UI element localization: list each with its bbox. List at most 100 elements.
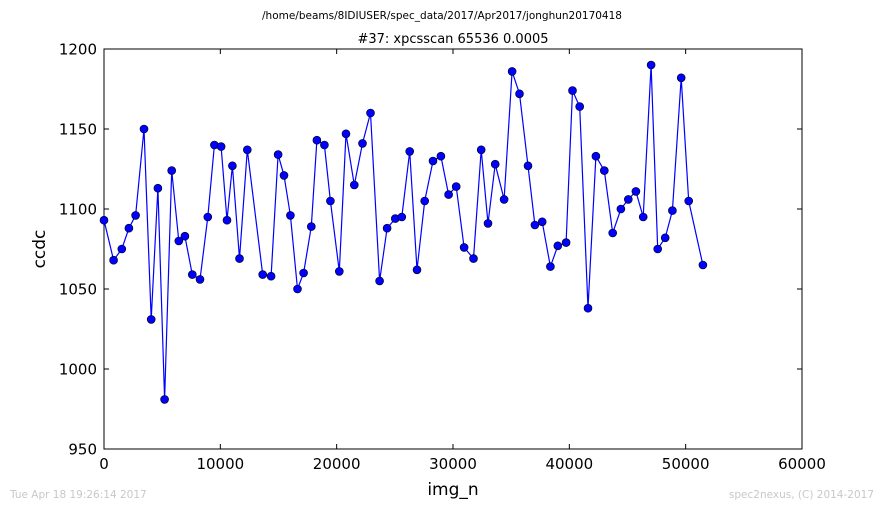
data-point bbox=[312, 135, 322, 145]
data-point bbox=[222, 215, 232, 225]
y-tick-label: 950 bbox=[68, 441, 97, 459]
x-axis-tick-labels: 0 10000 20000 30000 40000 50000 60000 bbox=[99, 455, 826, 473]
data-point bbox=[483, 219, 493, 228]
series-markers bbox=[99, 60, 708, 404]
data-point bbox=[243, 145, 252, 155]
data-point bbox=[476, 145, 486, 155]
data-point bbox=[451, 182, 461, 191]
data-point bbox=[124, 223, 134, 233]
data-point bbox=[349, 180, 359, 190]
y-axis-label: ccdc bbox=[30, 230, 50, 269]
data-point bbox=[428, 156, 438, 166]
data-point bbox=[273, 150, 283, 159]
data-point bbox=[382, 223, 392, 233]
chart-title: #37: xpcsscan 65536 0.0005 bbox=[357, 32, 548, 47]
data-point bbox=[266, 271, 276, 281]
data-point bbox=[638, 212, 648, 222]
data-point bbox=[490, 159, 500, 169]
data-point bbox=[684, 196, 694, 206]
data-point bbox=[153, 183, 163, 193]
data-point bbox=[660, 233, 670, 243]
data-point bbox=[444, 190, 453, 199]
y-tick-label: 1050 bbox=[59, 281, 97, 299]
y-tick-label: 1150 bbox=[59, 121, 97, 139]
footer-credit: spec2nexus, (C) 2014-2017 bbox=[729, 489, 874, 501]
x-tick-label: 50000 bbox=[662, 455, 710, 473]
data-point bbox=[306, 222, 316, 231]
data-point bbox=[180, 231, 190, 241]
data-point bbox=[698, 260, 708, 270]
data-point bbox=[575, 102, 585, 111]
data-point bbox=[326, 196, 335, 206]
data-point bbox=[420, 196, 430, 206]
data-point bbox=[299, 268, 308, 278]
data-point bbox=[599, 166, 609, 175]
y-tick-label: 1200 bbox=[59, 41, 97, 59]
data-point bbox=[405, 147, 415, 156]
data-point bbox=[99, 215, 109, 225]
data-point bbox=[523, 161, 533, 171]
data-point bbox=[676, 73, 686, 83]
data-point bbox=[320, 140, 329, 150]
plot-area-frame bbox=[103, 48, 803, 450]
data-point bbox=[258, 270, 268, 279]
data-point bbox=[469, 254, 478, 263]
data-point bbox=[358, 139, 367, 148]
x-tick-label: 20000 bbox=[313, 455, 361, 473]
data-point bbox=[653, 244, 663, 254]
figure-suptitle: /home/beams/8IDIUSER/spec_data/2017/Apr2… bbox=[262, 10, 622, 22]
data-point bbox=[139, 124, 149, 134]
data-point bbox=[235, 254, 244, 263]
data-point bbox=[397, 212, 407, 222]
data-point bbox=[568, 86, 577, 95]
data-point bbox=[286, 211, 295, 220]
y-tick-label: 1000 bbox=[59, 361, 97, 379]
data-point bbox=[591, 151, 601, 161]
data-point bbox=[341, 129, 351, 139]
y-tick-label: 1100 bbox=[59, 201, 97, 219]
data-point bbox=[109, 255, 118, 265]
data-point bbox=[195, 275, 205, 284]
data-point bbox=[507, 67, 517, 76]
data-point bbox=[117, 244, 127, 254]
axis-ticks bbox=[103, 48, 803, 450]
x-tick-label: 30000 bbox=[429, 455, 477, 473]
data-point bbox=[499, 195, 509, 204]
data-point bbox=[546, 262, 555, 271]
data-point bbox=[459, 243, 469, 252]
x-tick-label: 10000 bbox=[196, 455, 244, 473]
data-point bbox=[530, 220, 540, 230]
data-point bbox=[293, 284, 302, 294]
data-point bbox=[131, 211, 140, 220]
data-point bbox=[366, 108, 375, 118]
data-point bbox=[279, 171, 289, 180]
data-point bbox=[160, 395, 169, 404]
data-point bbox=[515, 89, 524, 99]
data-point bbox=[553, 241, 563, 251]
data-point bbox=[375, 276, 384, 286]
data-point bbox=[216, 142, 226, 151]
data-point bbox=[188, 270, 197, 279]
x-axis-label: img_n bbox=[427, 480, 478, 500]
x-tick-label: 40000 bbox=[545, 455, 593, 473]
x-tick-label: 60000 bbox=[778, 455, 826, 473]
data-point bbox=[203, 212, 213, 222]
data-point bbox=[631, 187, 641, 196]
data-point bbox=[146, 315, 156, 324]
data-point bbox=[537, 217, 547, 227]
data-point bbox=[616, 204, 626, 214]
data-point bbox=[608, 228, 618, 238]
data-point bbox=[174, 236, 184, 246]
data-point bbox=[646, 60, 656, 70]
data-point bbox=[583, 303, 593, 313]
data-point bbox=[167, 166, 176, 175]
data-point bbox=[623, 195, 633, 204]
y-axis-tick-labels: 950 1000 1050 1100 1150 1200 bbox=[59, 41, 97, 459]
data-point bbox=[334, 267, 344, 276]
data-point bbox=[561, 238, 571, 247]
x-tick-label: 0 bbox=[99, 455, 109, 473]
data-point bbox=[412, 265, 422, 275]
footer-timestamp: Tue Apr 18 19:26:14 2017 bbox=[9, 489, 147, 501]
data-point bbox=[668, 206, 677, 215]
